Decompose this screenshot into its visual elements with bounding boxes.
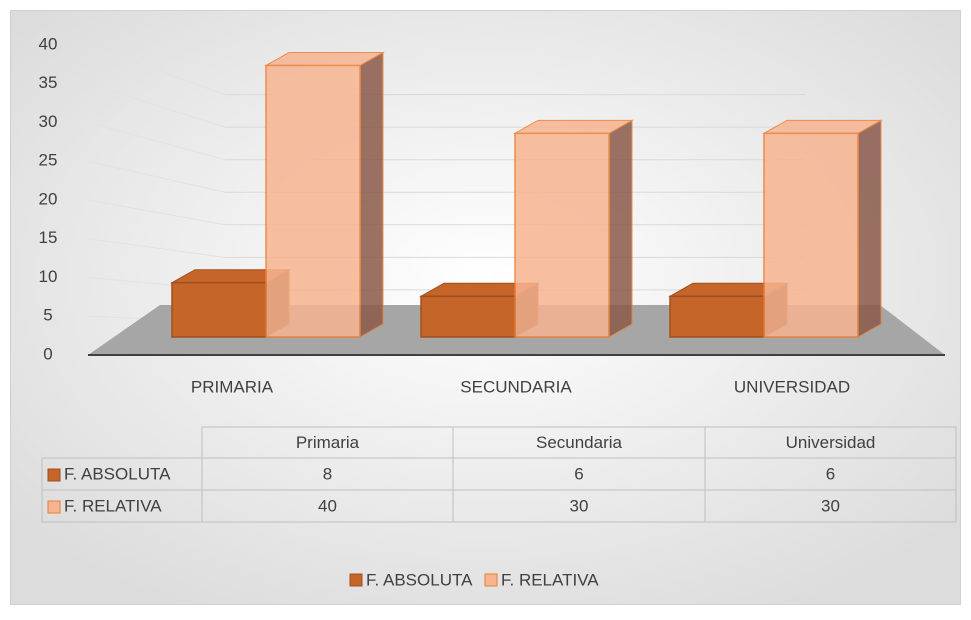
y-tick-label: 40 bbox=[39, 34, 58, 53]
table-cell: 6 bbox=[826, 464, 835, 483]
y-tick-label: 25 bbox=[39, 151, 58, 170]
table-cell: 8 bbox=[323, 464, 332, 483]
x-tick-label: PRIMARIA bbox=[191, 377, 274, 396]
bar-front bbox=[171, 281, 267, 338]
y-tick-label: 35 bbox=[39, 73, 58, 92]
x-tick-label: SECUNDARIA bbox=[460, 377, 572, 396]
grid-line bbox=[87, 160, 226, 193]
grid-line bbox=[87, 83, 226, 128]
y-tick-label: 10 bbox=[39, 267, 58, 286]
x-tick-label: UNIVERSIDAD bbox=[734, 377, 850, 396]
bar-front bbox=[420, 295, 516, 338]
legend-label: F. RELATIVA bbox=[501, 570, 599, 589]
legend-key bbox=[47, 468, 61, 482]
table-row-label: F. RELATIVA bbox=[64, 496, 162, 515]
grid-line bbox=[87, 199, 226, 226]
bar-side bbox=[857, 119, 882, 338]
y-tick-label: 0 bbox=[43, 344, 52, 363]
bar bbox=[513, 119, 634, 338]
table-header: Primaria bbox=[296, 433, 360, 452]
legend: F. ABSOLUTA F. RELATIVA bbox=[349, 570, 599, 589]
bars bbox=[170, 51, 883, 338]
bar-side bbox=[359, 51, 384, 338]
legend-key bbox=[484, 573, 498, 587]
table-cell: 6 bbox=[574, 464, 583, 483]
table-cell: 40 bbox=[318, 496, 337, 515]
legend-key bbox=[349, 573, 363, 587]
table-header: Universidad bbox=[786, 433, 876, 452]
bar-front bbox=[669, 295, 765, 338]
y-tick-label: 5 bbox=[43, 306, 52, 325]
grid-line bbox=[87, 238, 226, 258]
grid-line bbox=[87, 44, 226, 96]
y-tick-label: 30 bbox=[39, 112, 58, 131]
bar bbox=[264, 51, 385, 338]
table-header: Secundaria bbox=[536, 433, 623, 452]
table-cell: 30 bbox=[821, 496, 840, 515]
bar bbox=[762, 119, 883, 338]
bar-front bbox=[265, 64, 361, 338]
bar-side bbox=[608, 119, 633, 338]
legend-label: F. ABSOLUTA bbox=[366, 570, 473, 589]
y-tick-label: 15 bbox=[39, 228, 58, 247]
table-cell: 30 bbox=[570, 496, 589, 515]
bar-front bbox=[763, 132, 859, 338]
grid-line bbox=[87, 122, 226, 161]
table-row-label: F. ABSOLUTA bbox=[64, 464, 171, 483]
legend-key bbox=[47, 500, 61, 514]
data-table: Primaria Secundaria Universidad F. ABSOLUTA… bbox=[41, 426, 957, 523]
bar-front bbox=[514, 132, 610, 338]
y-tick-label: 20 bbox=[39, 189, 58, 208]
